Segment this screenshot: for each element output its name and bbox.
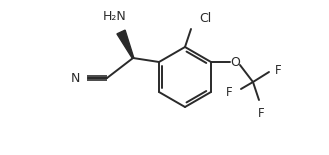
Text: F: F: [275, 64, 282, 77]
Text: H₂N: H₂N: [103, 10, 127, 23]
Text: F: F: [226, 86, 233, 98]
Text: N: N: [71, 71, 80, 84]
Polygon shape: [117, 30, 134, 58]
Text: O: O: [230, 55, 240, 69]
Text: F: F: [258, 107, 264, 120]
Text: Cl: Cl: [199, 12, 211, 25]
